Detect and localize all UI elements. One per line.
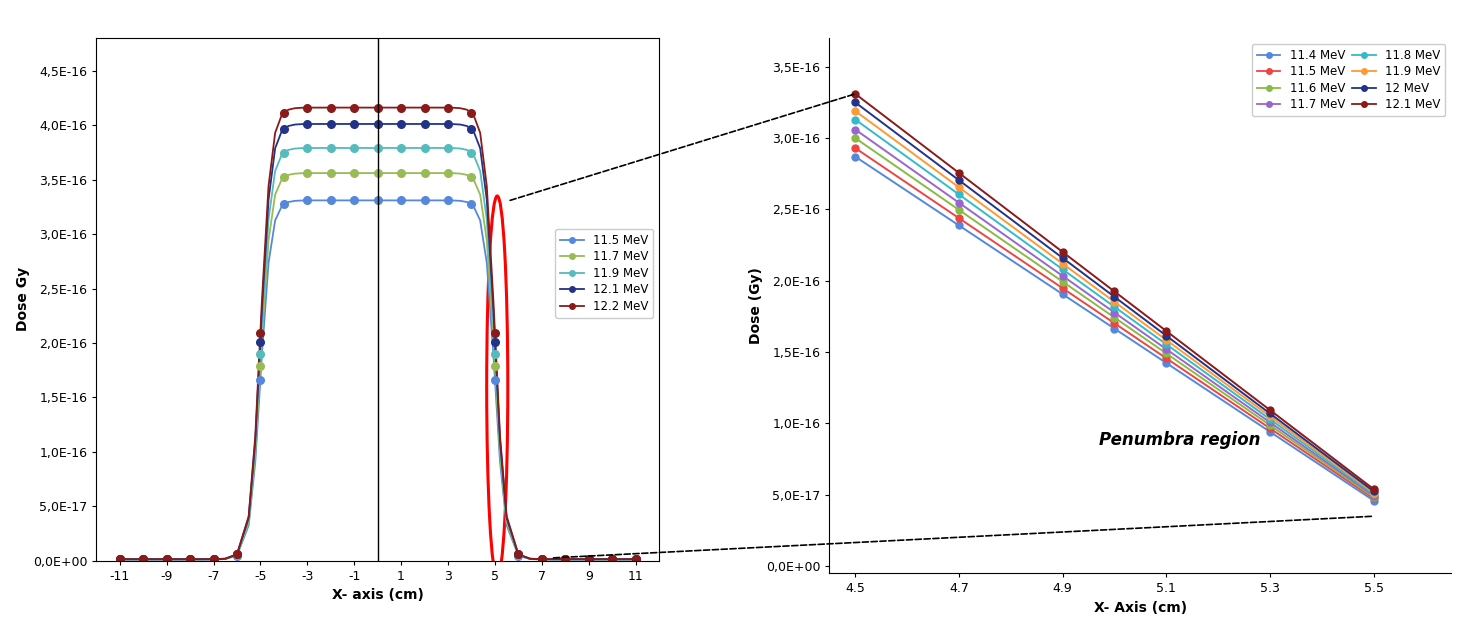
Legend: 11.5 MeV, 11.7 MeV, 11.9 MeV, 12.1 MeV, 12.2 MeV: 11.5 MeV, 11.7 MeV, 11.9 MeV, 12.1 MeV, … [555,229,653,318]
X-axis label: X- Axis (cm): X- Axis (cm) [1094,601,1186,615]
Text: Penumbra region: Penumbra region [1099,431,1260,449]
Legend: 11.4 MeV, 11.5 MeV, 11.6 MeV, 11.7 MeV, 11.8 MeV, 11.9 MeV, 12 MeV, 12.1 MeV: 11.4 MeV, 11.5 MeV, 11.6 MeV, 11.7 MeV, … [1251,44,1445,116]
Y-axis label: Dose Gy: Dose Gy [16,268,30,331]
Y-axis label: Dose (Gy): Dose (Gy) [749,268,763,344]
X-axis label: X- axis (cm): X- axis (cm) [332,588,424,602]
